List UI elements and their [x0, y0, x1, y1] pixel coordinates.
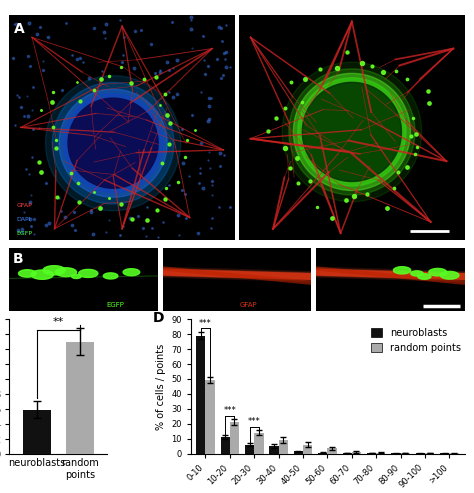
Bar	[376, 453, 385, 454]
Polygon shape	[429, 268, 447, 276]
Polygon shape	[64, 94, 163, 193]
Text: ***: ***	[223, 406, 236, 415]
Polygon shape	[31, 270, 54, 280]
Polygon shape	[79, 269, 98, 278]
Polygon shape	[55, 268, 76, 277]
Bar	[205, 381, 215, 454]
Bar	[245, 445, 254, 454]
Polygon shape	[59, 89, 167, 197]
Polygon shape	[440, 272, 459, 279]
Bar	[269, 446, 279, 454]
Polygon shape	[123, 269, 140, 276]
Text: DAPI: DAPI	[16, 217, 31, 222]
Bar	[352, 452, 361, 454]
Polygon shape	[72, 275, 81, 279]
Bar	[294, 451, 303, 454]
Polygon shape	[298, 78, 406, 186]
Polygon shape	[418, 274, 431, 280]
Polygon shape	[68, 98, 158, 188]
Text: A: A	[14, 22, 25, 35]
Polygon shape	[282, 62, 422, 202]
Bar	[303, 445, 312, 454]
Bar	[23, 410, 51, 454]
Text: ***: ***	[248, 417, 261, 426]
Text: GFAP: GFAP	[240, 302, 257, 308]
Y-axis label: % of cells / points: % of cells / points	[155, 343, 165, 429]
Polygon shape	[52, 82, 174, 204]
Polygon shape	[289, 69, 415, 195]
Text: EGFP: EGFP	[106, 302, 124, 308]
Bar	[318, 453, 328, 454]
Polygon shape	[411, 271, 423, 276]
Polygon shape	[43, 266, 65, 275]
Text: GFAP: GFAP	[16, 204, 32, 209]
Bar	[66, 342, 93, 454]
Bar	[254, 433, 264, 454]
Legend: neuroblasts, random points: neuroblasts, random points	[367, 324, 465, 357]
Bar	[220, 437, 230, 454]
Polygon shape	[393, 267, 410, 274]
Bar	[196, 336, 205, 454]
Text: ***: ***	[199, 319, 212, 328]
Polygon shape	[302, 82, 401, 181]
Polygon shape	[18, 270, 36, 277]
Text: **: **	[53, 317, 64, 327]
Polygon shape	[46, 75, 181, 211]
Bar	[328, 448, 337, 454]
Bar	[230, 422, 239, 454]
Text: D: D	[153, 311, 164, 325]
Polygon shape	[293, 73, 410, 190]
Text: B: B	[12, 251, 23, 266]
Polygon shape	[103, 273, 118, 279]
Bar	[279, 440, 288, 454]
Text: EGFP: EGFP	[16, 231, 32, 236]
